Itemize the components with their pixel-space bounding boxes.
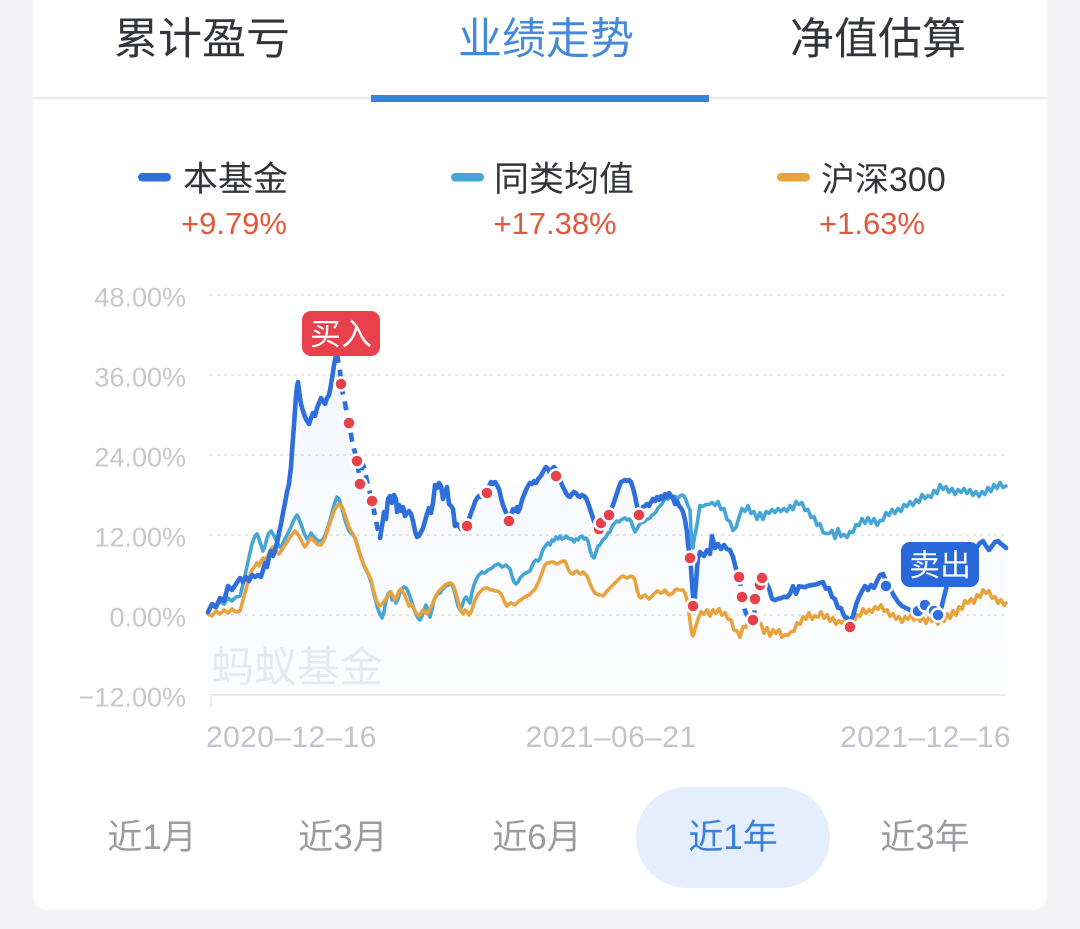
svg-text:1: 1: [142, 818, 161, 857]
svg-text:2020–12–16: 2020–12–16: [206, 721, 377, 754]
svg-text:−12.00%: −12.00%: [79, 683, 186, 713]
svg-text:+17.38%: +17.38%: [493, 206, 616, 241]
svg-text:12.00%: 12.00%: [94, 523, 186, 553]
svg-text:+1.63%: +1.63%: [819, 206, 925, 241]
svg-text:300: 300: [889, 161, 946, 199]
svg-text:6: 6: [527, 818, 546, 857]
svg-text:0.00%: 0.00%: [109, 603, 186, 633]
svg-text:24.00%: 24.00%: [94, 443, 186, 473]
svg-text:2021–06–21: 2021–06–21: [526, 721, 697, 754]
svg-text:1: 1: [723, 818, 742, 857]
svg-text:3: 3: [333, 818, 352, 857]
svg-text:36.00%: 36.00%: [94, 363, 186, 393]
svg-text:3: 3: [915, 818, 934, 857]
svg-text:48.00%: 48.00%: [94, 283, 186, 313]
svg-text:2021–12–16: 2021–12–16: [840, 721, 1011, 754]
svg-text:+9.79%: +9.79%: [181, 206, 287, 241]
